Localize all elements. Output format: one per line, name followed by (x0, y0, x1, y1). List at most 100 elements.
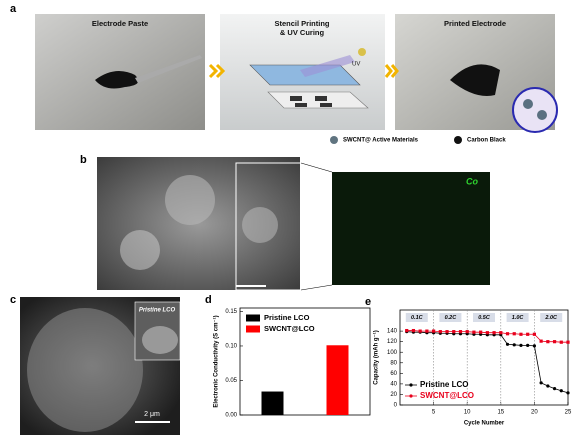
marker (559, 340, 563, 344)
y-tick-label: 0.10 (225, 344, 237, 350)
legend-text: Pristine LCO (420, 380, 468, 389)
y-tick-label: 0.15 (225, 309, 237, 315)
legend-text: SWCNT@LCO (264, 324, 315, 333)
texture (120, 230, 160, 270)
marker (438, 330, 442, 334)
marker (519, 332, 523, 336)
connector (300, 162, 333, 173)
legend-icon (454, 136, 462, 144)
rate-label: 1.0C (512, 315, 525, 321)
scale-label: 2 μm (144, 411, 160, 418)
y-axis-label: Capacity (mAh g⁻¹) (373, 330, 380, 385)
pad (320, 103, 332, 107)
bar (261, 391, 284, 415)
marker (539, 381, 543, 385)
arrow (384, 64, 399, 78)
marker (499, 331, 503, 335)
spatula (135, 55, 202, 83)
rate-label: 2.0C (544, 315, 558, 321)
marker (485, 331, 489, 335)
inset-label: Pristine LCO (139, 308, 176, 314)
x-tick-label: 25 (565, 410, 572, 416)
arrow (208, 63, 226, 79)
marker (546, 384, 550, 388)
rate-label: 0.2C (445, 315, 458, 321)
marker (526, 343, 530, 347)
rate-box (540, 313, 563, 322)
marker (539, 339, 543, 343)
legend-text: SWCNT@LCO (420, 391, 474, 400)
map-label: Co (466, 176, 478, 186)
rate-label: 0.5C (478, 315, 491, 321)
marker (559, 389, 563, 393)
x-tick-label: 20 (531, 410, 538, 416)
marker (532, 344, 537, 348)
marker (405, 328, 409, 333)
uv-beam (300, 55, 355, 77)
legend-marker (409, 383, 413, 387)
x-tick-label: 5 (432, 410, 436, 416)
rate-box (405, 313, 428, 322)
selection-box (235, 162, 302, 291)
legend-text: SWCNT@ Active Materials (343, 138, 419, 144)
texture (242, 207, 278, 243)
marker (432, 329, 436, 333)
marker (546, 340, 550, 344)
y-tick-label: 80 (390, 360, 397, 366)
marker (458, 330, 463, 334)
plot-frame (399, 309, 569, 406)
inset-particle (142, 326, 178, 354)
electrode (450, 64, 500, 96)
marker (512, 332, 516, 336)
connector (300, 284, 333, 291)
step-title: Printed Electrode (444, 19, 506, 28)
step-title: & UV Curing (280, 28, 325, 37)
y-tick-label: 0 (394, 403, 398, 409)
rate-box (473, 313, 495, 322)
y-axis-label: Electronic Conductivity (S cm⁻¹) (213, 315, 220, 407)
marker (566, 391, 570, 395)
marker (505, 342, 510, 346)
rate-label: 0.1C (411, 315, 424, 321)
marker (479, 330, 483, 334)
x-tick-label: 15 (497, 410, 504, 416)
panel-label: d (205, 294, 212, 306)
texture (165, 175, 215, 225)
step-title: Stencil Printing (274, 19, 329, 28)
legend-swatch (246, 325, 260, 333)
panel-label: b (80, 154, 87, 166)
legend-icon (330, 136, 338, 144)
y-tick-label: 120 (387, 339, 398, 345)
panel-label: e (365, 296, 371, 308)
panel-label: c (10, 294, 16, 306)
particle (523, 99, 533, 109)
zoom-circle (512, 87, 558, 133)
marker (418, 329, 422, 333)
particle (537, 110, 547, 120)
uv-label: UV (352, 62, 360, 68)
paste (95, 71, 139, 89)
marker (452, 330, 456, 334)
y-tick-label: 60 (390, 371, 397, 377)
x-tick-label: 10 (464, 410, 471, 416)
y-tick-label: 0.05 (225, 378, 237, 384)
marker (465, 330, 469, 334)
legend-text: Carbon Black (467, 138, 506, 144)
marker (411, 328, 416, 333)
legend-marker (409, 394, 413, 398)
marker (532, 332, 536, 336)
y-tick-label: 0.00 (225, 413, 237, 419)
legend-text: Pristine LCO (264, 313, 310, 322)
y-tick-label: 20 (390, 392, 397, 398)
rate-box (439, 313, 462, 322)
step-title: Electrode Paste (92, 19, 148, 28)
y-tick-label: 40 (390, 381, 397, 387)
marker (505, 332, 510, 336)
x-axis-label: Cycle Number (464, 421, 505, 427)
y-tick-label: 140 (387, 329, 398, 335)
pad (315, 96, 327, 101)
pad (295, 103, 307, 107)
marker (512, 343, 516, 347)
bar (326, 345, 349, 415)
